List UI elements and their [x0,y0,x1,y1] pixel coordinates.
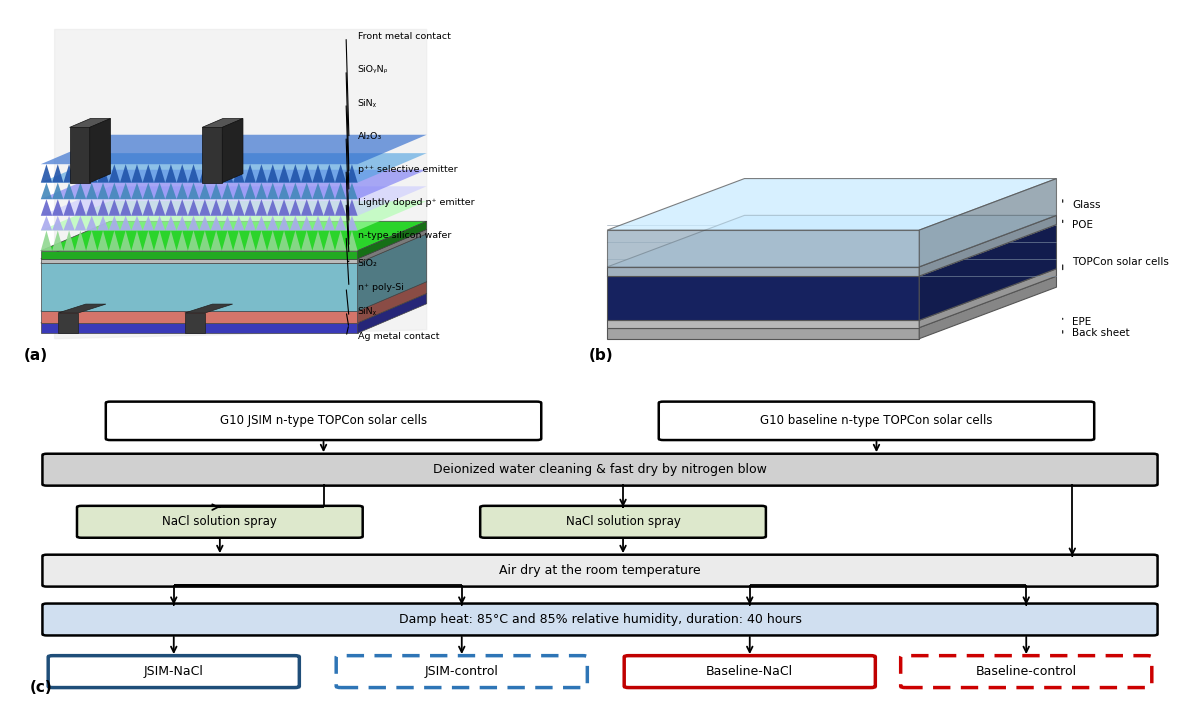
Text: Air dry at the room temperature: Air dry at the room temperature [499,564,701,577]
Polygon shape [919,276,1056,338]
Polygon shape [41,311,358,323]
Polygon shape [41,251,358,259]
Polygon shape [607,328,919,338]
Text: Baseline-control: Baseline-control [976,665,1076,678]
FancyBboxPatch shape [336,656,587,687]
Polygon shape [202,127,222,183]
Text: G10 baseline n-type TOPCon solar cells: G10 baseline n-type TOPCon solar cells [761,414,992,428]
Text: Lightly doped p⁺ emitter: Lightly doped p⁺ emitter [358,198,474,207]
Polygon shape [41,293,427,323]
Polygon shape [607,276,1056,328]
Polygon shape [41,183,358,199]
Polygon shape [58,313,78,333]
Text: Front metal contact: Front metal contact [358,33,450,41]
FancyBboxPatch shape [42,454,1158,486]
Polygon shape [358,293,427,333]
Polygon shape [607,320,919,328]
Polygon shape [185,304,233,313]
Polygon shape [58,304,106,313]
Polygon shape [358,234,427,311]
Polygon shape [70,127,90,183]
FancyBboxPatch shape [48,656,299,687]
Polygon shape [70,118,110,127]
Polygon shape [41,234,427,263]
Text: n-type silicon wafer: n-type silicon wafer [358,231,451,240]
Polygon shape [41,216,358,231]
Polygon shape [41,231,358,251]
Polygon shape [202,118,242,127]
Text: JSIM-NaCl: JSIM-NaCl [144,665,204,678]
Polygon shape [41,222,427,251]
Text: SiOᵧNᵨ: SiOᵧNᵨ [358,65,388,74]
Text: G10 JSIM n-type TOPCon solar cells: G10 JSIM n-type TOPCon solar cells [220,414,427,428]
Text: SiNᵪ: SiNᵪ [358,307,377,316]
Text: TOPCon solar cells: TOPCon solar cells [1072,257,1169,267]
Text: p⁺⁺ selective emitter: p⁺⁺ selective emitter [358,165,457,174]
FancyBboxPatch shape [901,656,1152,687]
Polygon shape [90,118,110,183]
Text: (c): (c) [30,680,53,695]
FancyBboxPatch shape [42,603,1158,636]
FancyBboxPatch shape [42,554,1158,587]
Polygon shape [607,215,1056,267]
Text: JSIM-control: JSIM-control [425,665,499,678]
Polygon shape [358,282,427,323]
Polygon shape [607,178,1056,230]
Polygon shape [41,170,427,199]
Polygon shape [55,30,427,338]
Polygon shape [41,229,427,259]
Polygon shape [919,224,1056,320]
Polygon shape [41,259,358,263]
Polygon shape [919,269,1056,328]
Polygon shape [41,282,427,311]
Text: SiO₂: SiO₂ [358,258,378,268]
Text: SiNᵪ: SiNᵪ [358,98,377,108]
Polygon shape [41,199,358,216]
Polygon shape [41,201,427,231]
Polygon shape [607,230,919,267]
FancyBboxPatch shape [624,656,875,687]
Polygon shape [358,222,427,259]
Polygon shape [41,153,427,183]
FancyBboxPatch shape [106,401,541,440]
Polygon shape [41,164,358,183]
Polygon shape [607,224,1056,276]
Polygon shape [41,135,427,164]
Text: NaCl solution spray: NaCl solution spray [565,515,680,528]
Text: EPE: EPE [1072,317,1091,327]
Text: Deionized water cleaning & fast dry by nitrogen blow: Deionized water cleaning & fast dry by n… [433,463,767,476]
Text: Back sheet: Back sheet [1072,329,1129,338]
FancyBboxPatch shape [659,401,1094,440]
Polygon shape [607,276,919,320]
Polygon shape [41,323,358,333]
Text: Damp heat: 85°C and 85% relative humidity, duration: 40 hours: Damp heat: 85°C and 85% relative humidit… [398,613,802,626]
Polygon shape [41,263,358,311]
FancyBboxPatch shape [77,506,362,538]
Text: NaCl solution spray: NaCl solution spray [162,515,277,528]
Polygon shape [919,215,1056,276]
Text: Glass: Glass [1072,200,1100,210]
Polygon shape [185,313,205,333]
Polygon shape [222,118,242,183]
Text: Ag metal contact: Ag metal contact [358,332,439,341]
Text: (a): (a) [24,348,48,362]
Polygon shape [607,267,919,276]
Text: (b): (b) [588,348,613,362]
Text: Baseline-NaCl: Baseline-NaCl [706,665,793,678]
Text: POE: POE [1072,220,1093,230]
Polygon shape [41,186,427,216]
Polygon shape [358,229,427,263]
Text: n⁺ poly-Si: n⁺ poly-Si [358,282,403,292]
Polygon shape [919,178,1056,267]
FancyBboxPatch shape [480,506,766,538]
Polygon shape [607,269,1056,320]
Text: Al₂O₃: Al₂O₃ [358,132,382,141]
